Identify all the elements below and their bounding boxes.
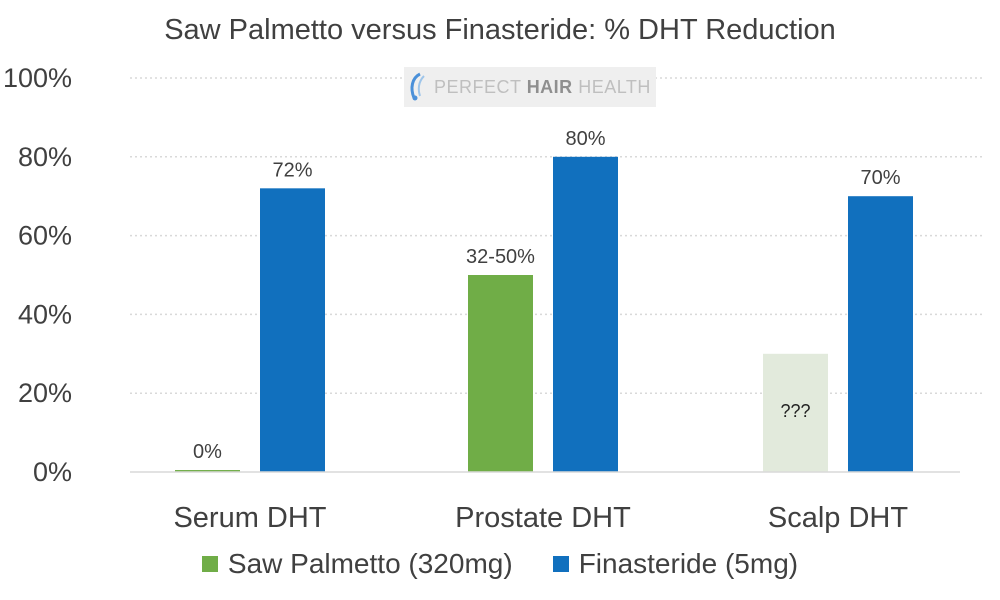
data-label: ??? xyxy=(780,401,810,421)
legend: Saw Palmetto (320mg) Finasteride (5mg) xyxy=(0,548,1000,580)
bar-saw-palmetto xyxy=(763,353,828,472)
hair-logo-icon xyxy=(404,67,434,107)
legend-swatch-finasteride xyxy=(552,556,569,572)
y-tick-label: 60% xyxy=(18,221,72,251)
bars: 0% 72% 32-50% 80%??? 70% xyxy=(175,128,913,473)
y-tick-label: 20% xyxy=(18,378,72,408)
bar-finasteride xyxy=(553,156,618,473)
x-tick-label: Serum DHT xyxy=(173,502,326,534)
legend-label-finasteride: Finasteride (5mg) xyxy=(578,548,799,579)
data-label: 80% xyxy=(565,128,605,150)
data-label: 32-50% xyxy=(466,246,535,268)
data-label: 0% xyxy=(193,441,222,463)
legend-swatch-saw-palmetto xyxy=(201,556,218,572)
y-tick-label: 0% xyxy=(33,457,72,487)
legend-item-finasteride: Finasteride (5mg) xyxy=(552,548,799,580)
data-label: 72% xyxy=(272,159,312,181)
chart-title: Saw Palmetto versus Finasteride: % DHT R… xyxy=(164,14,836,46)
watermark-text: PERFECT HAIR HEALTH xyxy=(434,76,651,97)
bar-saw-palmetto xyxy=(175,470,240,472)
y-tick-label: 80% xyxy=(18,142,72,172)
x-tick-label: Scalp DHT xyxy=(768,502,908,534)
legend-item-saw-palmetto: Saw Palmetto (320mg) xyxy=(201,548,513,580)
bar-finasteride xyxy=(848,196,913,472)
bar-saw-palmetto xyxy=(468,275,533,472)
y-axis: 0% 20% 40% 60% 80% 100% xyxy=(3,63,72,487)
watermark: PERFECT HAIR HEALTH xyxy=(404,67,656,107)
data-label: 70% xyxy=(860,167,900,189)
y-tick-label: 100% xyxy=(3,63,72,93)
bar-finasteride xyxy=(260,188,325,472)
x-tick-label: Prostate DHT xyxy=(455,502,631,534)
x-axis: Serum DHT Prostate DHT Scalp DHT xyxy=(130,471,960,534)
y-tick-label: 40% xyxy=(18,299,72,329)
legend-label-saw-palmetto: Saw Palmetto (320mg) xyxy=(227,548,513,579)
